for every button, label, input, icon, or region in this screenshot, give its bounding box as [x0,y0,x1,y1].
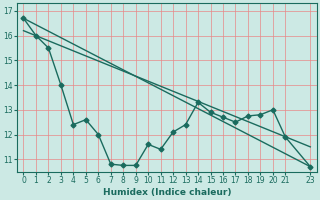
X-axis label: Humidex (Indice chaleur): Humidex (Indice chaleur) [103,188,231,197]
